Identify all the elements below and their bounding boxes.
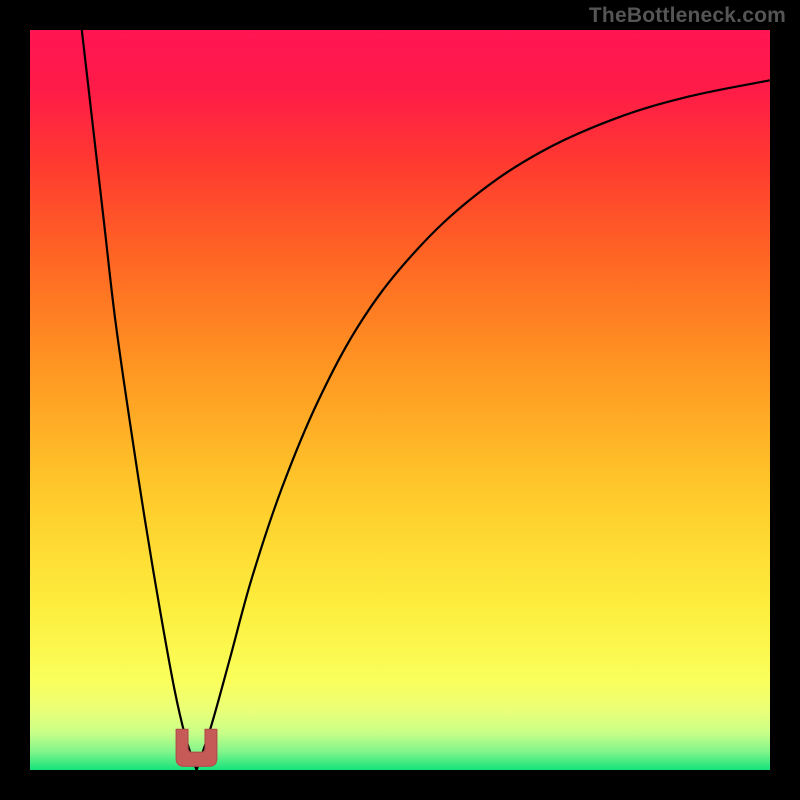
chart-container: TheBottleneck.com [0,0,800,800]
plot-gradient-background [30,30,770,770]
chart-svg [0,0,800,800]
watermark-text: TheBottleneck.com [589,4,786,28]
